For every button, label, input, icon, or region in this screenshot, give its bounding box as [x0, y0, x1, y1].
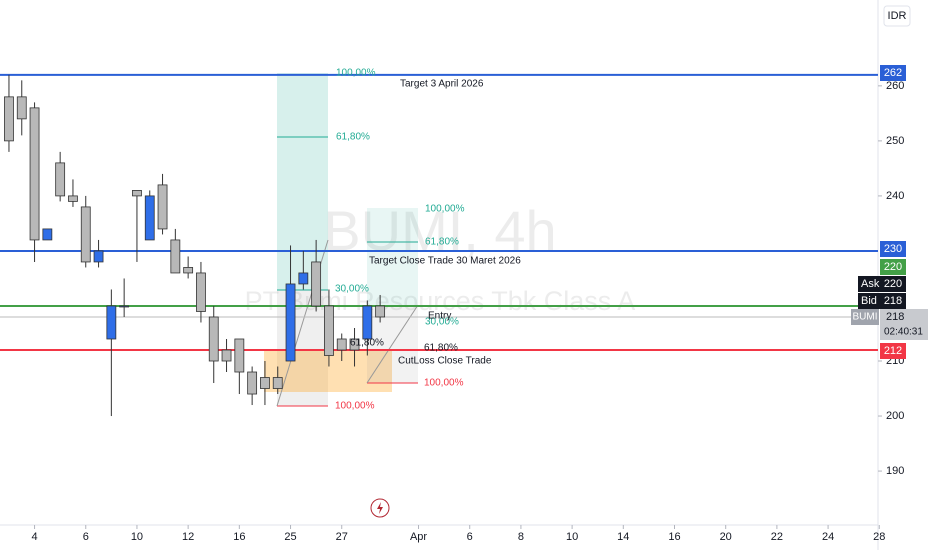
candle-body: [311, 261, 322, 307]
annotation: 61,80%: [425, 237, 459, 248]
candle-body: [4, 96, 14, 142]
quote-box: [858, 276, 906, 292]
loss-zone: [264, 350, 392, 392]
annotation: 30,00%: [335, 284, 369, 295]
candle-body: [106, 305, 117, 340]
candle-body: [80, 206, 91, 263]
candle-body: [208, 316, 219, 362]
symbol-box: [851, 309, 879, 325]
candle-body: [221, 349, 232, 362]
candle-body: [298, 272, 309, 285]
candle-body: [336, 338, 347, 351]
x-tick-label: 27: [336, 531, 348, 543]
target-zone: [277, 73, 328, 290]
price-label: 262: [884, 67, 902, 79]
x-tick-label: 12: [182, 531, 194, 543]
x-tick-label: 24: [822, 531, 834, 543]
quote-label: Ask: [861, 278, 880, 290]
annotation: 100,00%: [425, 204, 465, 215]
last-price: 218: [886, 311, 904, 323]
candle-body: [68, 195, 78, 202]
price-label-box: [880, 65, 906, 81]
candle-body: [29, 107, 40, 241]
price-label-box: [880, 343, 906, 359]
currency-box[interactable]: [883, 5, 911, 27]
candle-body: [324, 305, 334, 356]
annotation: 100,00%: [336, 68, 376, 79]
candle-body: [144, 195, 155, 241]
price-label: 220: [884, 261, 902, 273]
annotation: 61,80%: [350, 338, 384, 349]
candle-body: [183, 267, 194, 274]
x-tick-label: 10: [566, 531, 578, 543]
quote-value: 220: [884, 278, 902, 290]
risk-zone: [277, 290, 328, 406]
quote-value: 218: [884, 295, 902, 307]
price-label-box: [880, 259, 906, 275]
candle-body: [132, 190, 142, 197]
x-tick-label: 28: [873, 531, 885, 543]
annotation: CutLoss Close Trade: [398, 356, 492, 367]
x-tick-label: 20: [720, 531, 732, 543]
x-tick-label: 8: [518, 531, 524, 543]
candle-body: [260, 377, 270, 389]
countdown: 02:40:31: [884, 327, 923, 338]
price-label: 230: [884, 243, 902, 255]
event-icon-bolt: [377, 502, 383, 514]
price-label-box: [880, 241, 906, 257]
x-tick-label: 16: [233, 531, 245, 543]
candle-body: [285, 283, 296, 362]
annotation: Target Close Trade 30 Maret 2026: [369, 256, 521, 267]
target-zone-2: [367, 208, 418, 305]
last-price-box: [880, 309, 928, 340]
y-tick-label: 240: [886, 190, 904, 202]
candle-body: [196, 272, 206, 312]
annotation: 61,80%: [424, 343, 458, 354]
watermark-subtitle: PT Bumi Resources Tbk Class A: [245, 286, 636, 316]
y-tick-label: 190: [886, 465, 904, 477]
annotation: Entry: [428, 311, 451, 322]
y-tick-label: 260: [886, 80, 904, 92]
x-tick-label: 25: [284, 531, 296, 543]
quote-label: Bid: [861, 295, 877, 307]
x-tick-label: 4: [31, 531, 37, 543]
annotation: 100,00%: [335, 401, 375, 412]
candle-body: [93, 250, 104, 263]
candle-body: [157, 184, 168, 230]
x-tick-label: 16: [668, 531, 680, 543]
x-tick-label: 22: [771, 531, 783, 543]
annotation: 100,00%: [424, 378, 464, 389]
candle-body: [375, 305, 386, 318]
annotation: 61,80%: [336, 132, 370, 143]
candle-body: [272, 377, 283, 389]
x-tick-label: 14: [617, 531, 629, 543]
x-tick-label: Apr: [410, 531, 427, 543]
x-tick-label: 6: [83, 531, 89, 543]
symbol: BUMI: [853, 312, 878, 323]
candle-body: [234, 338, 245, 373]
candle-body: [55, 162, 66, 197]
y-tick-label: 200: [886, 410, 904, 422]
candle-body: [16, 96, 27, 120]
price-label: 212: [884, 345, 902, 357]
trend-line: [366, 304, 419, 384]
x-tick-label: 6: [467, 531, 473, 543]
candle-body: [170, 239, 181, 274]
candle-body: [349, 338, 360, 351]
x-tick-label: 10: [131, 531, 143, 543]
candle-body: [42, 228, 53, 241]
annotation: 30,00%: [425, 317, 459, 328]
quote-box: [858, 293, 906, 309]
candle-body: [119, 305, 130, 308]
annotation: Target 3 April 2026: [400, 79, 484, 90]
candle-body: [362, 305, 373, 340]
y-tick-label: 250: [886, 135, 904, 147]
currency: IDR: [888, 10, 907, 22]
candle-body: [247, 371, 258, 395]
